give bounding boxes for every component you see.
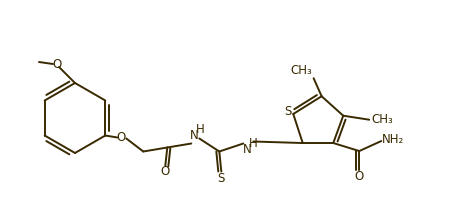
Text: O: O <box>116 131 125 144</box>
Text: N: N <box>243 143 251 156</box>
Text: S: S <box>284 105 291 119</box>
Text: H: H <box>248 137 257 150</box>
Text: CH₃: CH₃ <box>370 113 392 126</box>
Text: O: O <box>160 165 169 178</box>
Text: NH₂: NH₂ <box>382 133 404 145</box>
Text: CH₃: CH₃ <box>290 64 312 77</box>
Text: N: N <box>189 129 198 142</box>
Text: S: S <box>217 172 225 185</box>
Text: O: O <box>52 59 62 71</box>
Text: H: H <box>195 123 204 136</box>
Text: O: O <box>354 170 363 183</box>
